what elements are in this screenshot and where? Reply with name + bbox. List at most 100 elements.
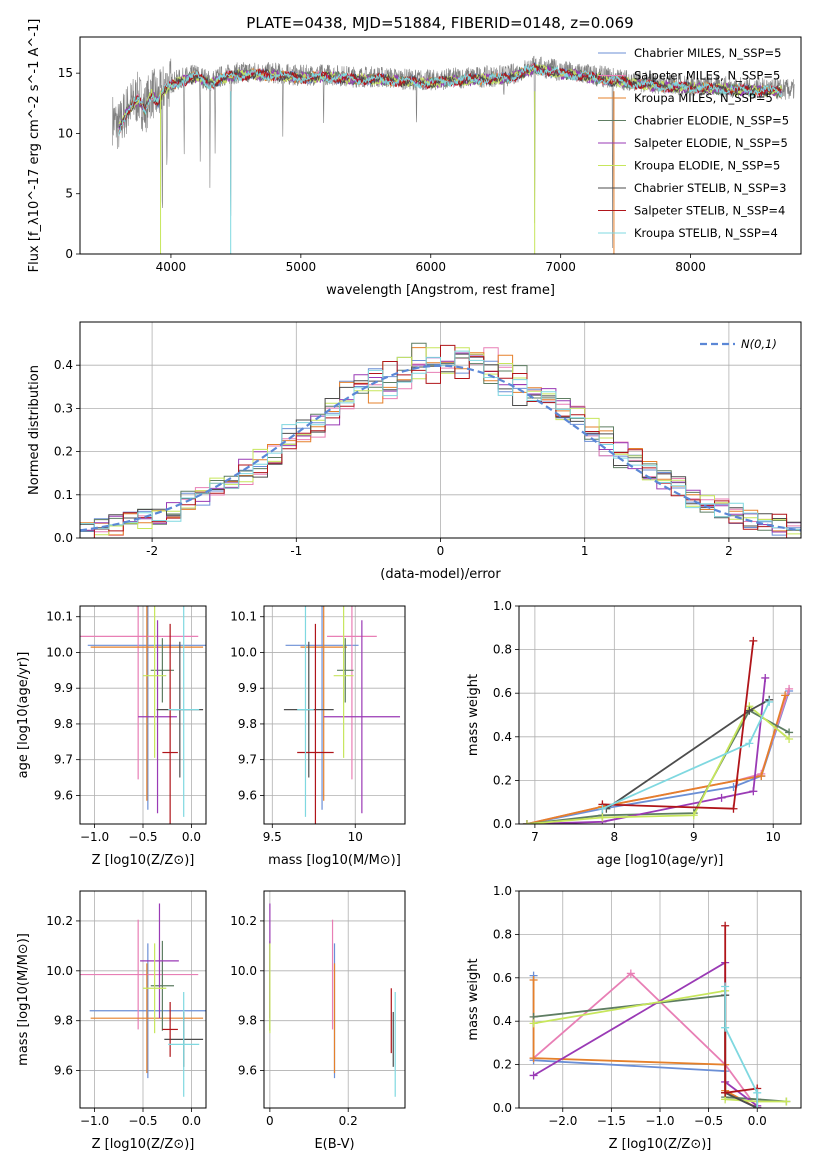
- panel-weight_vs_Z: −2.0 −1.5 −1.0 −0.5 0.0 0.0 0.2 0.4 0.6 0.8 1.0 Z […: [466, 884, 802, 1152]
- plot-area-residuals: [80, 342, 801, 538]
- weight-marker-8: [721, 982, 730, 991]
- weight-marker-7: [721, 921, 730, 930]
- legend-label-6: Chabrier STELIB, N_SSP=3: [634, 181, 786, 195]
- y-tick-label: 9.8: [238, 717, 257, 731]
- x-tick-label: −0.5: [128, 830, 157, 844]
- y-tick-label: 0.4: [493, 1014, 512, 1028]
- plot-area-weight_vs_age: [522, 636, 794, 824]
- x-tick-label: 0.0: [182, 830, 201, 844]
- x-axis-label: mass [log10(M/M⊙)]: [268, 853, 401, 868]
- y-tick-label: 9.9: [54, 681, 73, 695]
- weight-marker-4: [529, 1071, 538, 1080]
- legend-label-5: Kroupa ELODIE, N_SSP=5: [634, 159, 780, 173]
- x-tick-label: 9.5: [263, 830, 282, 844]
- y-tick-label: 0.6: [493, 971, 512, 985]
- y-axis-label: Normed distribution: [27, 365, 42, 495]
- legend-label-7: Salpeter STELIB, N_SSP=4: [634, 204, 785, 218]
- y-tick-label: 10: [58, 126, 73, 140]
- x-tick-label: 7000: [545, 260, 576, 274]
- panel-residuals: -2 -1 0 1 2 0.0 0.1 0.2 0.3 0.4 (data-model)/error…: [27, 321, 802, 582]
- axes-frame: [79, 36, 802, 255]
- x-tick-label: 7: [531, 830, 539, 844]
- y-axis-label: Flux [f_λ10^-17 erg cm^-2 s^-1 A^-1]: [27, 19, 42, 273]
- weight-marker-8: [745, 739, 754, 748]
- weight-marker-5: [598, 813, 607, 822]
- plot-area-weight_vs_Z: [529, 921, 791, 1108]
- y-tick-label: 10.2: [230, 914, 257, 928]
- x-tick-label: −1.5: [597, 1114, 626, 1128]
- axes-frame: [263, 890, 406, 1109]
- weight-marker-4: [761, 673, 770, 682]
- x-tick-label: −1.0: [80, 830, 109, 844]
- y-tick-label: 9.8: [54, 717, 73, 731]
- y-tick-label: 0.8: [493, 643, 512, 657]
- weight-marker-7: [721, 1088, 730, 1097]
- weight-line-8: [724, 986, 759, 1108]
- x-axis-label: Z [log10(Z/Z⊙)]: [92, 1137, 195, 1152]
- x-tick-label: 10: [348, 830, 363, 844]
- y-tick-label: 0.8: [493, 927, 512, 941]
- axes-frame: [263, 605, 406, 825]
- legend-label-4: Salpeter ELODIE, N_SSP=5: [634, 136, 788, 150]
- histogram-step-8: [80, 350, 801, 538]
- y-tick-label: 10.0: [230, 964, 257, 978]
- x-tick-label: -1: [290, 544, 302, 558]
- legend-label-gaussian: N(0,1): [741, 337, 777, 351]
- y-tick-label: 9.8: [238, 1014, 257, 1028]
- weight-marker-7: [729, 804, 738, 813]
- weight-marker-4: [717, 793, 726, 802]
- x-tick-label: −1.0: [80, 1114, 109, 1128]
- y-axis-label: mass [log10(M/M⊙)]: [16, 933, 31, 1066]
- y-tick-label: 10.1: [46, 610, 73, 624]
- y-tick-label: 1.0: [493, 884, 512, 898]
- y-tick-label: 9.7: [54, 753, 73, 767]
- weight-marker-5: [689, 811, 698, 820]
- x-tick-label: 0: [266, 1114, 274, 1128]
- y-tick-label: 0: [65, 247, 73, 261]
- x-tick-label: 5000: [286, 260, 317, 274]
- x-tick-label: 9: [690, 830, 698, 844]
- y-tick-label: 0.2: [54, 445, 73, 459]
- spectrum-model-line-8: [118, 64, 782, 136]
- panel-weight_vs_age: 7 8 9 10 0.0 0.2 0.4 0.6 0.8 1.0 age [log10(age/yr…: [466, 599, 802, 868]
- y-axis-label: mass weight: [466, 958, 481, 1040]
- y-tick-label: 9.6: [54, 788, 73, 802]
- y-tick-label: 10.0: [46, 645, 73, 659]
- weight-marker-5: [529, 1019, 538, 1028]
- weight-marker-5: [785, 734, 794, 743]
- x-axis-label: E(B-V): [314, 1137, 354, 1152]
- y-tick-label: 5: [65, 187, 73, 201]
- y-tick-label: 0.0: [54, 531, 73, 545]
- x-tick-label: 1: [581, 544, 589, 558]
- axes-frame: [518, 605, 802, 825]
- weight-marker-8: [598, 804, 607, 813]
- weight-marker-1: [785, 684, 794, 693]
- y-tick-label: 9.6: [238, 788, 257, 802]
- figure-title: PLATE=0438, MJD=51884, FIBERID=0148, z=0…: [246, 14, 633, 32]
- y-tick-label: 9.8: [54, 1014, 73, 1028]
- weight-marker-5: [782, 1097, 791, 1106]
- x-axis-label: age [log10(age/yr)]: [597, 853, 724, 868]
- x-tick-label: 2: [725, 544, 733, 558]
- y-tick-label: 0.0: [493, 817, 512, 831]
- y-tick-label: 10.1: [230, 610, 257, 624]
- spectrum-data-line: [112, 55, 795, 249]
- x-tick-label: −0.5: [128, 1114, 157, 1128]
- y-tick-label: 10.0: [46, 964, 73, 978]
- weight-marker-8: [753, 1104, 762, 1108]
- plot-area-mass_vs_ebv: [269, 903, 396, 1097]
- weight-marker-5: [522, 820, 531, 824]
- x-tick-label: -2: [146, 544, 158, 558]
- y-tick-label: 0.6: [493, 686, 512, 700]
- weight-marker-8: [721, 1023, 730, 1032]
- legend-label-1: Salpeter MILES, N_SSP=5: [634, 69, 780, 83]
- y-tick-label: 9.7: [238, 753, 257, 767]
- weight-marker-1: [626, 969, 635, 978]
- weight-marker-2: [529, 975, 538, 984]
- plot-area-mass_vs_Z: [80, 903, 206, 1097]
- y-tick-label: 0.2: [493, 773, 512, 787]
- legend-label-3: Chabrier ELODIE, N_SSP=5: [634, 114, 789, 128]
- y-tick-label: 10.2: [46, 914, 73, 928]
- y-tick-label: 15: [58, 66, 73, 80]
